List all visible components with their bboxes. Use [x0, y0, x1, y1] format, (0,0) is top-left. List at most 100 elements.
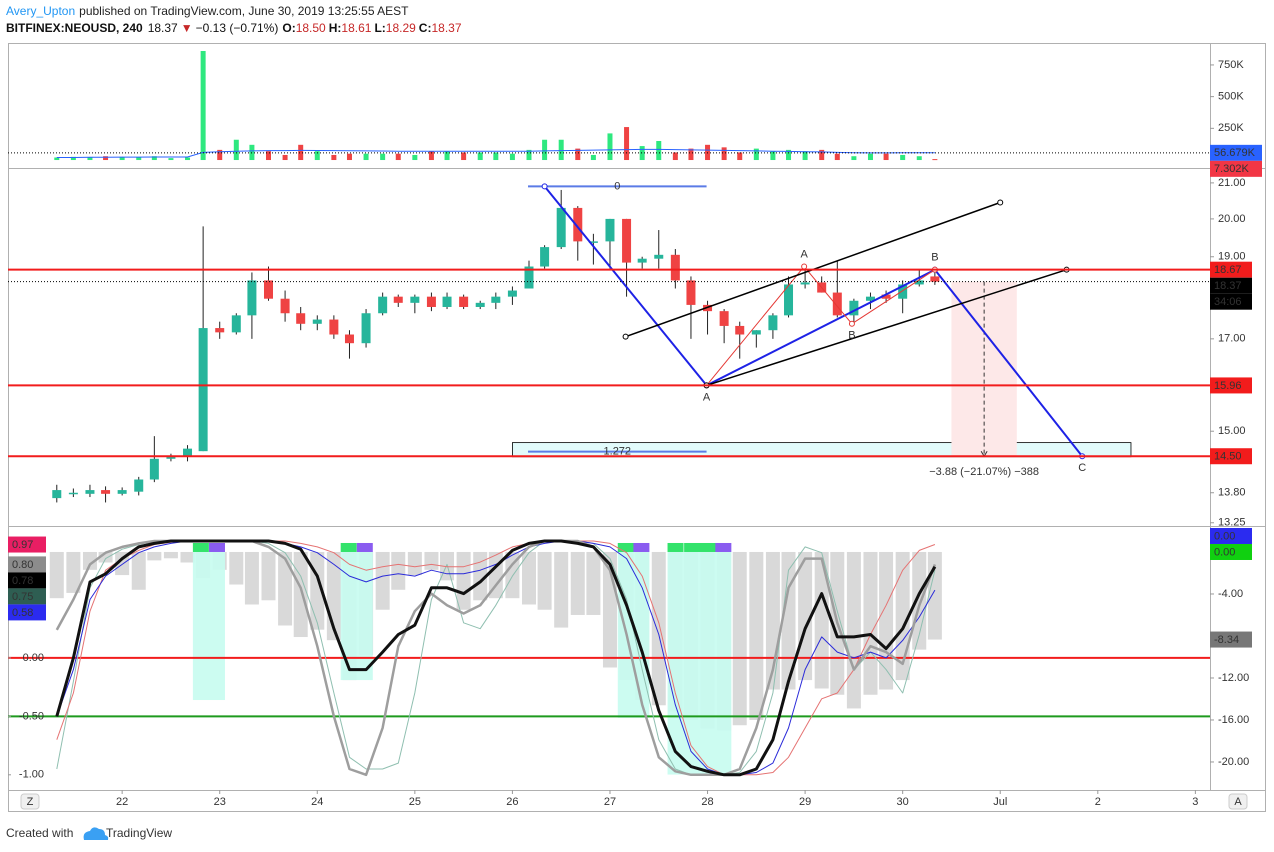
- c-label: C:: [419, 21, 432, 35]
- volume-bar: [444, 151, 450, 161]
- volume-bar: [786, 149, 792, 161]
- oscillator-line: [55, 539, 937, 777]
- drawing-anchor: [997, 199, 1004, 206]
- volume-bar: [346, 153, 352, 161]
- axis-button-label: Z: [27, 796, 34, 808]
- value-badge: [1210, 144, 1262, 161]
- volume-bar: [233, 139, 239, 161]
- candle-body: [393, 296, 403, 303]
- value-badge-label: 0.97: [12, 539, 33, 551]
- volume-bar: [753, 148, 759, 161]
- histogram-bar: [781, 551, 796, 690]
- histogram-bar: [49, 551, 64, 599]
- candle-body: [719, 311, 729, 326]
- value-badge-label: 18.37: [1214, 280, 1242, 292]
- signal-marker: [667, 542, 684, 552]
- candle-body: [832, 292, 842, 316]
- histogram-bar: [505, 551, 520, 599]
- value-badge: [1210, 277, 1252, 294]
- volume-bar: [136, 157, 142, 161]
- volume-bar: [834, 153, 840, 161]
- drawing-anchor: [541, 183, 548, 190]
- axis-button[interactable]: [20, 793, 40, 810]
- candle-body: [312, 319, 322, 324]
- volume-bar: [542, 139, 548, 161]
- y-tick-label: -4.00: [1218, 588, 1243, 600]
- value-badge: [1210, 448, 1252, 465]
- author: Avery_Upton: [6, 4, 75, 18]
- o-label: O:: [282, 21, 295, 35]
- candle-body: [85, 490, 95, 494]
- histogram-bar: [261, 551, 276, 601]
- y-tick-label: 0.00: [23, 652, 44, 664]
- x-tick-label: 24: [311, 796, 323, 808]
- histogram-bar: [391, 551, 406, 590]
- candle-body: [149, 458, 159, 480]
- fib-level-label: 1.272: [604, 446, 632, 458]
- candle-body: [263, 280, 273, 299]
- x-tick-label: 28: [701, 796, 713, 808]
- volume-bar: [526, 149, 532, 161]
- candle-body: [898, 284, 908, 299]
- y-tick-label: 20.00: [1218, 213, 1246, 225]
- drawing-anchor: [801, 263, 808, 270]
- signal-marker: [208, 542, 225, 552]
- price: 18.37: [148, 21, 178, 35]
- histogram-bar: [456, 551, 471, 610]
- value-badge-label: 0.00: [1214, 546, 1235, 558]
- volume-bar: [54, 157, 60, 161]
- candle-body: [442, 296, 452, 307]
- trend-drawing: [706, 268, 1067, 387]
- value-badge: [1210, 160, 1262, 177]
- axis-button[interactable]: [1228, 793, 1248, 810]
- chart-border: [8, 43, 1266, 812]
- volume-bar: [70, 156, 76, 161]
- volume-bar: [298, 144, 304, 161]
- histogram-bar: [749, 551, 764, 720]
- volume-bar: [656, 141, 662, 161]
- x-tick-label: Jul: [993, 796, 1007, 808]
- value-badge-label: 15.96: [1214, 380, 1242, 392]
- volume-bar: [477, 152, 483, 161]
- volume-bar: [87, 157, 93, 161]
- signal-marker: [715, 542, 732, 552]
- y-tick-label: 21.00: [1218, 177, 1246, 189]
- histogram-bar: [586, 551, 601, 615]
- candle-body: [166, 456, 176, 459]
- candle-body: [588, 241, 598, 243]
- histogram-bar: [147, 551, 162, 561]
- volume-bar: [819, 149, 825, 161]
- candle-body: [378, 296, 388, 314]
- histogram-bar: [66, 551, 81, 593]
- histogram-bar: [163, 551, 178, 559]
- h-label: H:: [329, 21, 342, 35]
- low: 18.29: [386, 21, 416, 35]
- histogram-bar: [521, 551, 536, 605]
- candle-body: [800, 282, 810, 285]
- header-line-1: Avery_Upton published on TradingView.com,…: [6, 4, 409, 18]
- histogram-bar: [375, 551, 390, 610]
- y-tick-label: 13.80: [1218, 487, 1246, 499]
- change: −0.13 (−0.71%): [196, 21, 279, 35]
- signal-marker: [340, 542, 357, 552]
- value-badge: [1210, 631, 1252, 648]
- histogram-bar: [180, 551, 195, 563]
- y-tick-label: -16.00: [1218, 714, 1249, 726]
- footer-brand[interactable]: TradingView: [106, 826, 172, 840]
- volume-bar: [282, 154, 288, 161]
- candle-body: [198, 328, 208, 452]
- volume-bar: [380, 153, 386, 161]
- y-tick-label: -12.00: [1218, 672, 1249, 684]
- volume-bar: [737, 152, 743, 161]
- drawing-anchor: [848, 320, 855, 327]
- volume-bar: [883, 153, 889, 161]
- histogram-bar: [554, 551, 569, 628]
- y-tick-label: -0.50: [19, 710, 44, 722]
- candle-body: [605, 218, 615, 242]
- candle-body: [475, 302, 485, 307]
- y-tick-label: -1.00: [19, 769, 44, 781]
- pattern-label: A: [703, 391, 711, 403]
- candle-body: [459, 296, 469, 307]
